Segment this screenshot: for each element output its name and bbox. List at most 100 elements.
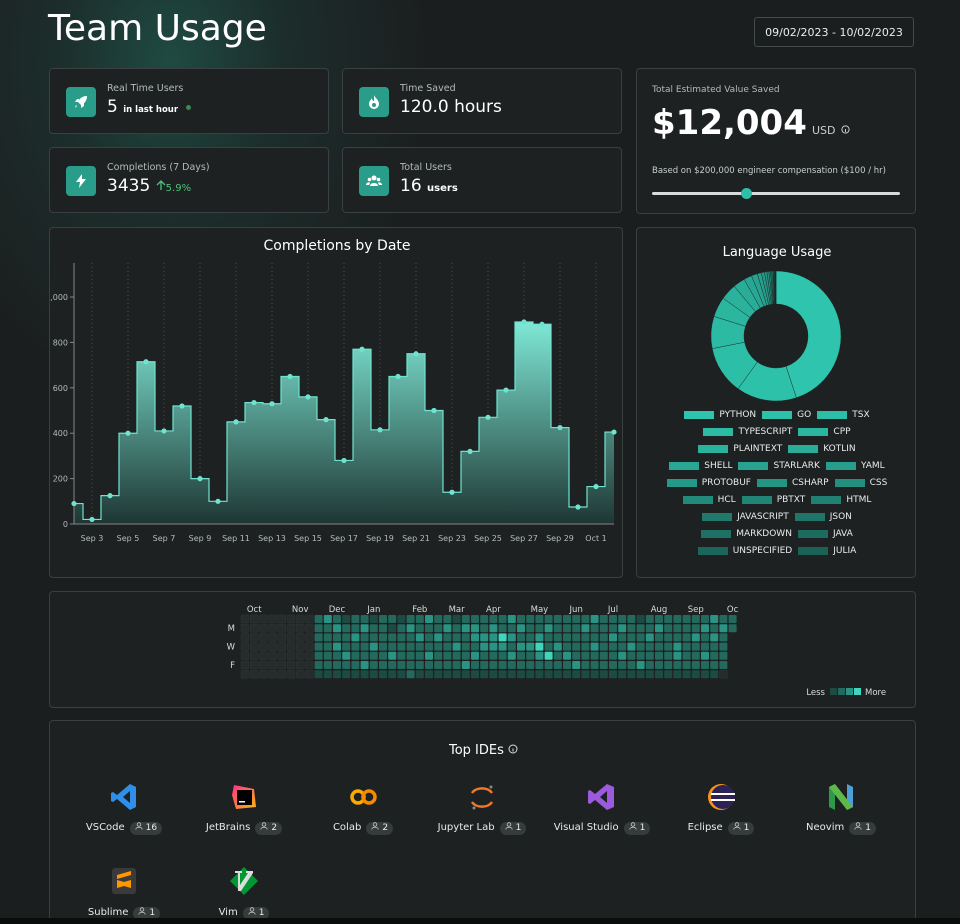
legend-swatch xyxy=(817,410,848,419)
heatmap-cell xyxy=(333,615,341,623)
heatmap-cell xyxy=(572,633,581,642)
legend-label: CSHARP xyxy=(791,477,829,488)
legend-swatch xyxy=(834,478,865,487)
heatmap-cell xyxy=(517,670,525,679)
ide-name: Vim xyxy=(218,907,238,918)
bottom-bar xyxy=(0,918,960,924)
user-icon xyxy=(854,822,862,830)
stat-label: Total Users xyxy=(400,162,452,173)
heatmap-cell xyxy=(517,633,525,642)
legend-item: CSHARP xyxy=(756,476,829,489)
heatmap-cell xyxy=(618,670,627,679)
ide-icon xyxy=(228,865,260,897)
ide-count: 2 xyxy=(382,823,389,833)
x-tick-label: Sep 3 xyxy=(81,534,104,543)
icon xyxy=(350,789,377,805)
x-tick-label: Sep 17 xyxy=(330,534,358,543)
date-range-picker[interactable]: 09/02/2023 - 10/02/2023 xyxy=(754,17,914,47)
value-amount: $12,004 xyxy=(652,103,807,143)
ide-name: Colab xyxy=(332,822,362,833)
heatmap-cell xyxy=(286,633,296,642)
heatmap-cell xyxy=(526,651,535,660)
heatmap-cell xyxy=(655,670,663,679)
legend-label: JULIA xyxy=(833,545,857,556)
heatmap-cell xyxy=(498,633,507,642)
heatmap-cell xyxy=(323,651,332,660)
ide-name: Eclipse xyxy=(687,822,723,833)
y-tick-label: 800 xyxy=(53,338,68,347)
heatmap-cell xyxy=(691,633,700,642)
heatmap-cell xyxy=(544,642,553,651)
x-tick-label: Sep 7 xyxy=(153,534,176,543)
legend-item: JULIA xyxy=(798,544,856,557)
chart-title: Completions by Date xyxy=(263,238,410,254)
x-tick-label: Sep 5 xyxy=(117,534,140,543)
heatmap-cell xyxy=(581,642,590,651)
legend-item: JAVA xyxy=(797,527,853,540)
heatmap-cell xyxy=(388,615,397,623)
heatmap-cell xyxy=(563,624,571,633)
legend-swatch xyxy=(825,461,856,470)
heatmap-cell xyxy=(581,661,590,669)
heatmap-cell xyxy=(259,633,268,642)
ide-count-pill: 16 xyxy=(129,822,163,835)
legend-label: JAVASCRIPT xyxy=(737,511,789,522)
heatmap-cell xyxy=(480,624,489,633)
legend-item: JSON xyxy=(794,510,852,523)
heatmap-cell xyxy=(452,670,461,679)
heatmap-cell xyxy=(406,661,415,669)
data-point xyxy=(539,321,545,327)
heatmap-cell xyxy=(406,651,415,660)
heatmap-cell xyxy=(397,661,406,669)
legend-label: JSON xyxy=(829,511,852,522)
heatmap-cell xyxy=(259,642,268,651)
heatmap-cell xyxy=(590,651,599,660)
user-icon xyxy=(135,822,143,830)
heatmap-cell xyxy=(618,633,627,642)
heatmap-cell xyxy=(544,651,553,660)
icon xyxy=(230,867,258,895)
heatmap-cell xyxy=(710,642,719,651)
legend-swatch xyxy=(798,546,829,555)
heatmap-cell xyxy=(627,624,636,633)
heatmap-cell xyxy=(342,670,351,679)
legend-label: PYTHON xyxy=(719,409,757,420)
heatmap-cell xyxy=(664,661,673,669)
heatmap-cell xyxy=(609,615,617,623)
heatmap-cell xyxy=(498,615,507,623)
heatmap-cell xyxy=(645,642,654,651)
slider-thumb[interactable] xyxy=(741,188,752,199)
heatmap-cell xyxy=(369,651,378,660)
heatmap-cell xyxy=(544,633,553,642)
x-tick-label: Oct 1 xyxy=(585,534,606,543)
step-area xyxy=(74,322,614,524)
stat-value-row: 16 users xyxy=(400,176,458,196)
icon xyxy=(112,868,136,894)
heatmap-cell xyxy=(397,642,406,651)
heatmap-cell xyxy=(517,651,525,660)
heatmap-cell xyxy=(425,661,433,669)
heatmap-cell xyxy=(627,651,636,660)
icon xyxy=(359,166,389,196)
heatmap-cell xyxy=(379,661,387,669)
heatmap-cell xyxy=(618,661,627,669)
heatmap-cell xyxy=(572,651,581,660)
legend-swatch xyxy=(741,495,772,504)
legend-item: MARKDOWN xyxy=(701,527,792,540)
heatmap-cell xyxy=(517,642,525,651)
heatmap-cell xyxy=(526,624,535,633)
heatmap-cell xyxy=(461,661,470,669)
heatmap-cell xyxy=(664,615,673,623)
heatmap-cell xyxy=(710,624,719,633)
heatmap-cell xyxy=(553,661,562,669)
y-tick-label: 200 xyxy=(53,475,68,484)
legend-item: STARLARK xyxy=(738,459,820,472)
up-arrow xyxy=(156,180,166,190)
heatmap-cell xyxy=(507,651,516,660)
heatmap-cell xyxy=(443,615,452,623)
legend-item: PYTHON xyxy=(684,408,756,421)
stat-value: 5 xyxy=(107,97,118,117)
heatmap-cell xyxy=(452,661,461,669)
month-label: Oct xyxy=(247,605,262,615)
ide-count: 1 xyxy=(865,823,871,833)
